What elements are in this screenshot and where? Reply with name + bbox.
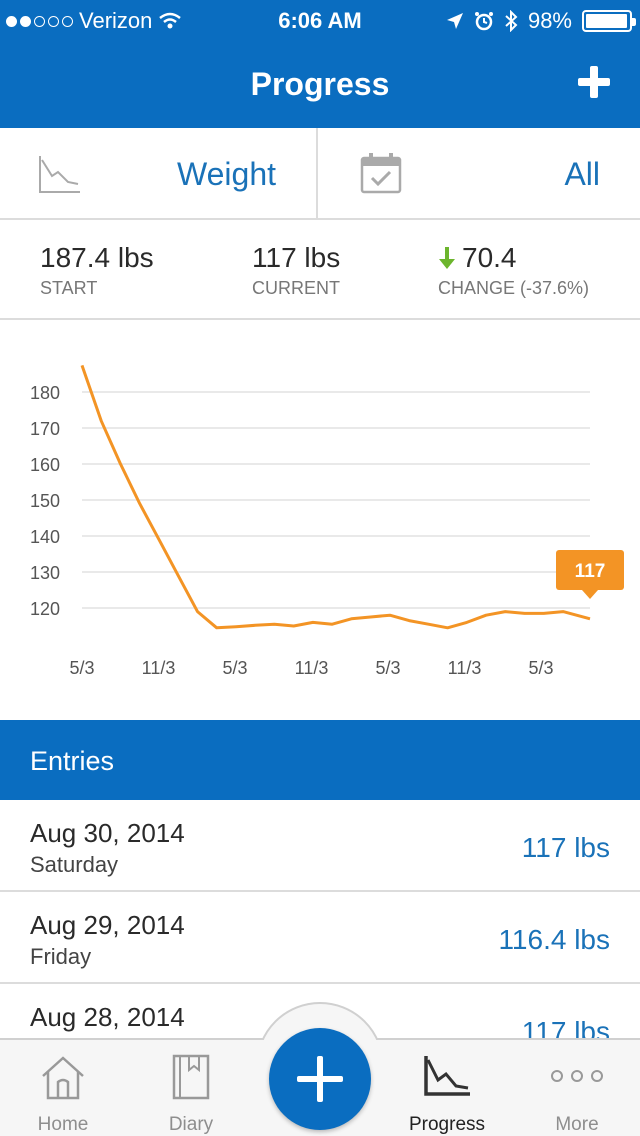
- change-value: 70.4: [462, 242, 517, 273]
- stat-change: 70.4 CHANGE (-37.6%): [438, 242, 589, 299]
- entry-date: Aug 30, 2014: [30, 818, 185, 848]
- battery-icon: [582, 10, 636, 32]
- x-tick-label: 5/3: [69, 658, 94, 678]
- battery-percent: 98%: [527, 8, 572, 33]
- tab-diary-label: Diary: [168, 1114, 214, 1135]
- stat-current: 117 lbs CURRENT: [252, 242, 340, 299]
- progress-chart-icon: [424, 1056, 470, 1096]
- entry-day: Saturday: [30, 852, 119, 877]
- carrier: Verizon: [79, 8, 153, 33]
- add-entry-button[interactable]: [574, 62, 614, 102]
- x-tick-label: 11/3: [142, 658, 176, 678]
- status-bar: Verizon 6:06 AM: [0, 0, 640, 40]
- entry-date: Aug 28, 2014: [30, 1002, 185, 1032]
- more-dots-icon: [551, 1070, 603, 1082]
- last-value-bubble: [556, 550, 624, 590]
- tab-more-label: More: [555, 1114, 599, 1135]
- start-label: START: [40, 278, 98, 298]
- progress-selector: Weight All: [0, 128, 640, 220]
- x-tick-label: 5/3: [528, 658, 553, 678]
- bluetooth-icon: [505, 10, 518, 32]
- range-label: All: [564, 156, 600, 192]
- entry-weight: 117 lbs: [521, 832, 610, 863]
- y-tick-label: 160: [30, 455, 60, 475]
- calendar-icon: [360, 153, 402, 194]
- tab-home-label: Home: [37, 1114, 89, 1135]
- entries-list: Aug 30, 2014 Saturday 117 lbs Aug 29, 20…: [0, 800, 640, 1076]
- entries-title: Entries: [30, 746, 115, 776]
- current-value: 117 lbs: [252, 242, 341, 273]
- change-label: CHANGE (-37.6%): [438, 278, 590, 298]
- y-tick-label: 120: [30, 599, 60, 619]
- alarm-icon: [474, 12, 493, 31]
- y-tick-label: 150: [30, 491, 60, 511]
- entry-day: Friday: [30, 944, 92, 969]
- range-selector[interactable]: All: [320, 128, 640, 218]
- metric-selector[interactable]: Weight: [0, 128, 318, 218]
- tab-progress[interactable]: Progress: [392, 1040, 502, 1136]
- tab-progress-label: Progress: [408, 1114, 486, 1135]
- signal-icon: [6, 15, 73, 27]
- entry-date: Aug 29, 2014: [30, 910, 185, 940]
- metric-label: Weight: [176, 156, 276, 192]
- last-value-label: 117: [575, 561, 606, 582]
- stats-summary: 187.4 lbs START 117 lbs CURRENT 70.4 CHA…: [0, 220, 640, 320]
- entries-header: Entries: [0, 720, 640, 800]
- status-time: 6:06 AM: [278, 8, 362, 33]
- current-label: CURRENT: [252, 278, 340, 298]
- stat-start: 187.4 lbs START: [40, 242, 154, 299]
- weight-chart: 180 170 160 150 140 130 120 5/3 11/3 5/3 11/3 5/3 11…: [0, 320, 640, 720]
- status-left: Verizon: [6, 8, 182, 34]
- page-title: Progress: [250, 66, 390, 102]
- y-tick-label: 130: [30, 563, 60, 583]
- x-tick-label: 11/3: [295, 658, 329, 678]
- location-arrow-icon: [446, 13, 463, 29]
- status-right: 98%: [446, 8, 636, 34]
- header: Verizon 6:06 AM: [0, 0, 640, 128]
- y-tick-label: 180: [30, 383, 60, 403]
- y-tick-label: 140: [30, 527, 60, 547]
- entry-weight: 116.4 lbs: [498, 924, 610, 955]
- tab-more[interactable]: More: [522, 1040, 632, 1136]
- list-item[interactable]: Aug 30, 2014 Saturday 117 lbs: [0, 800, 640, 892]
- tab-home[interactable]: Home: [8, 1040, 118, 1136]
- nav-bar: Progress: [0, 40, 640, 128]
- x-tick-label: 5/3: [222, 658, 247, 678]
- list-item[interactable]: Aug 29, 2014 Friday 116.4 lbs: [0, 892, 640, 984]
- y-tick-label: 170: [30, 419, 60, 439]
- down-arrow-icon: [439, 247, 455, 269]
- change-row: 70.4: [438, 242, 589, 274]
- x-tick-label: 5/3: [375, 658, 400, 678]
- last-value-pointer: [582, 590, 598, 599]
- diary-icon: [172, 1054, 210, 1100]
- start-value: 187.4 lbs: [40, 242, 154, 273]
- weight-series-line: [80, 364, 591, 630]
- weight-chart-svg: 180 170 160 150 140 130 120 5/3 11/3 5/3 11/3 5/3 11…: [30, 364, 624, 678]
- quick-add-button[interactable]: [269, 1028, 371, 1130]
- home-icon: [42, 1056, 84, 1100]
- line-chart-icon: [39, 156, 80, 193]
- wifi-icon: [159, 12, 182, 29]
- tab-diary[interactable]: Diary: [136, 1040, 246, 1136]
- x-tick-label: 11/3: [448, 658, 482, 678]
